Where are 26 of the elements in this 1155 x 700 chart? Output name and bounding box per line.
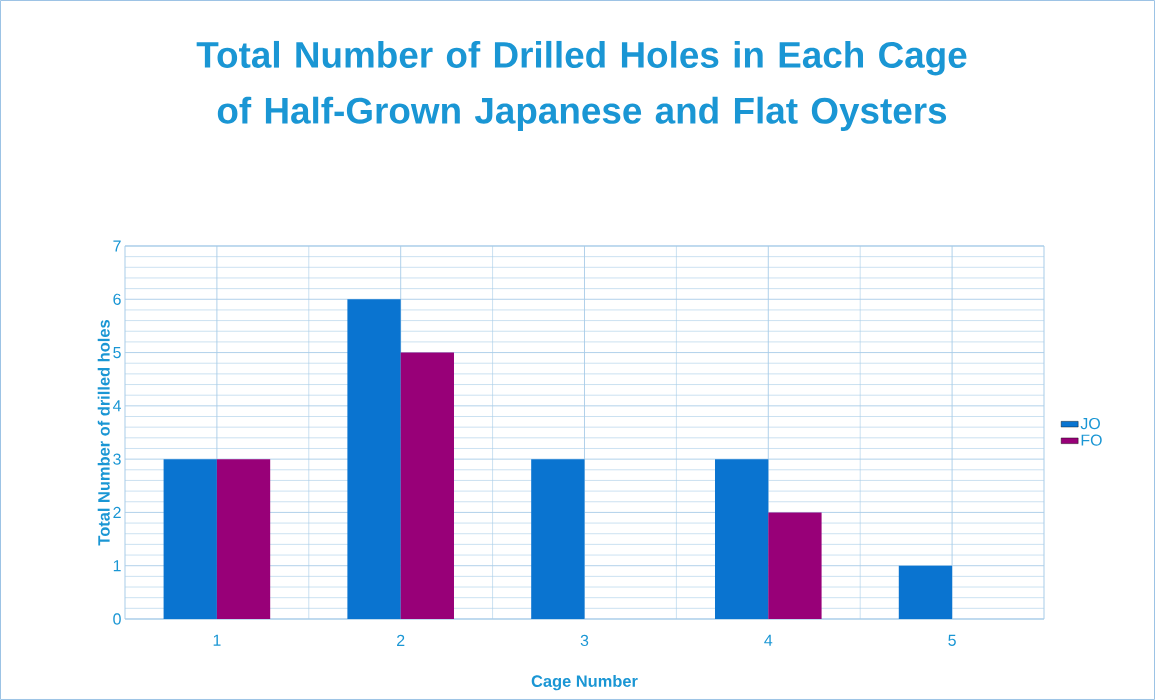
legend-label: FO <box>1081 434 1102 446</box>
x-tick-label: 5 <box>948 634 956 646</box>
y-axis-title: Total Number of drilled holes <box>97 320 110 546</box>
y-tick-label: 0 <box>113 613 121 625</box>
bar <box>768 512 822 619</box>
x-tick-label: 3 <box>580 634 589 647</box>
y-tick-label: 6 <box>113 293 121 305</box>
y-tick-label: 3 <box>113 453 121 465</box>
bar <box>714 459 769 619</box>
x-axis-title: Cage Number <box>531 674 638 691</box>
bar <box>531 459 585 619</box>
y-tick-label: 7 <box>113 240 121 252</box>
y-tick-label: 5 <box>113 347 121 359</box>
bar <box>400 352 454 619</box>
bar <box>163 459 217 619</box>
bar <box>347 299 401 619</box>
y-tick-label: 1 <box>113 560 121 572</box>
bar <box>898 565 953 619</box>
legend-label: JO <box>1080 417 1100 430</box>
x-tick-label: 4 <box>764 634 773 646</box>
x-tick-label: 2 <box>397 634 405 646</box>
y-tick-label: 2 <box>113 506 121 518</box>
y-tick-label: 4 <box>112 400 121 412</box>
bar <box>216 459 271 619</box>
x-tick-label: 1 <box>213 634 221 646</box>
chart-title: Total Number of Drilled Holes in Each Cage of Half-Grown Japanese and Flat Oysters <box>196 40 967 132</box>
